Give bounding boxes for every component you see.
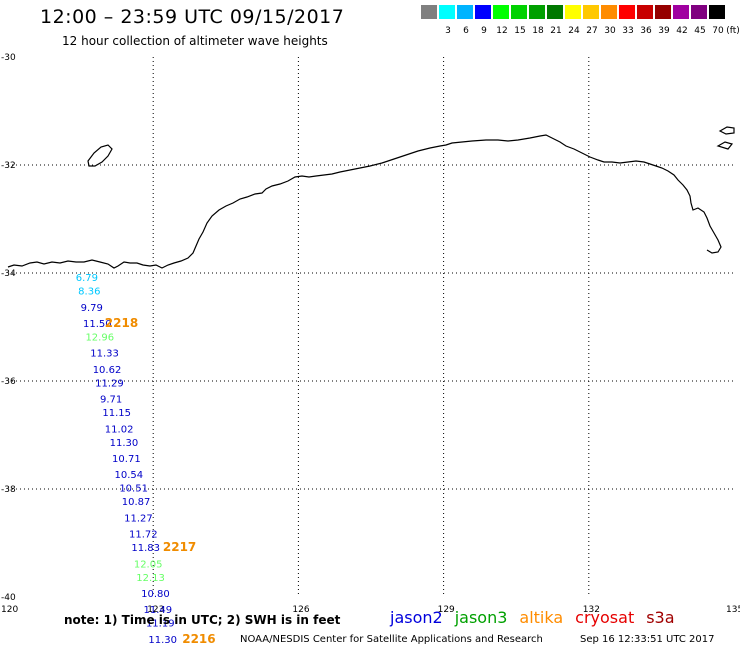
pass-time-label: 2216 <box>182 632 215 646</box>
legend-swatch <box>457 5 473 19</box>
lat-tick-label: -30 <box>1 53 16 63</box>
island-east <box>718 126 735 135</box>
legend-swatch <box>691 5 707 19</box>
generation-timestamp: Sep 16 12:33:51 UTC 2017 <box>580 634 715 645</box>
wave-height-value: 11.02 <box>105 424 134 435</box>
pass-label-layer: 2218 2217 2216 <box>105 316 216 646</box>
legend-swatch-label: 33 <box>622 26 634 36</box>
wave-height-value: 11.30 <box>110 438 139 449</box>
wave-height-value: 11.15 <box>102 408 131 419</box>
map-title: 12:00 – 23:59 UTC 09/15/2017 <box>40 6 345 28</box>
legend-swatch <box>637 5 653 19</box>
legend-swatch-label: 42 <box>676 26 688 36</box>
credit-line: NOAA/NESDIS Center for Satellite Applica… <box>240 634 543 645</box>
satellite-label: s3a <box>646 608 675 627</box>
legend-swatch <box>565 5 581 19</box>
legend-swatch-label: 24 <box>568 26 580 36</box>
lon-tick-label: 126 <box>292 605 309 615</box>
lat-tick-label: -38 <box>1 485 16 495</box>
coastline-layer <box>7 126 735 269</box>
lat-tick-label: -34 <box>1 269 16 279</box>
legend-swatch-label: 36 <box>640 26 652 36</box>
wave-height-value: 8.36 <box>78 287 100 298</box>
lat-tick-label: -36 <box>1 377 16 387</box>
satellite-label: jason3 <box>454 608 508 627</box>
legend-swatch <box>511 5 527 19</box>
graticule: 120 123 126 129 132 135 -30 -32 -34 -36 -38 -40 <box>1 53 740 615</box>
wave-height-value: 10.71 <box>112 454 141 465</box>
wave-height-value: 10.51 <box>119 484 148 495</box>
legend-swatch <box>619 5 635 19</box>
legend-swatch-label: 3 <box>445 26 451 36</box>
legend-swatch <box>421 5 437 19</box>
legend-swatch-label: 30 <box>604 26 616 36</box>
wave-height-value: 10.80 <box>141 589 170 600</box>
wave-height-value: 11.30 <box>148 635 177 646</box>
wave-height-value: 11.49 <box>144 605 173 616</box>
wave-height-value: 6.79 <box>76 273 98 284</box>
wave-height-value: 10.62 <box>93 365 122 376</box>
wave-height-value: 12.13 <box>136 573 165 584</box>
footer-note: note: 1) Time is in UTC; 2) SWH is in fe… <box>64 613 341 627</box>
legend-swatch <box>439 5 455 19</box>
island-east-2 <box>716 141 734 150</box>
wave-height-value: 12.05 <box>134 559 163 570</box>
wave-height-value: 11.72 <box>129 530 158 541</box>
legend-swatch <box>673 5 689 19</box>
legend-swatch <box>655 5 671 19</box>
wave-height-value: 9.79 <box>81 303 103 314</box>
legend-swatch-label: 12 <box>496 26 508 36</box>
satellite-label: altika <box>519 608 564 627</box>
wave-height-value: 10.54 <box>114 470 143 481</box>
legend-swatch <box>601 5 617 19</box>
legend-swatch-label: 18 <box>532 26 544 36</box>
lon-tick-label: 132 <box>583 605 600 615</box>
lon-tick-label: 120 <box>1 605 18 615</box>
lat-tick-label: -40 <box>1 593 16 603</box>
satellite-legend: jason2 jason3 altika cryosat s3a <box>390 608 687 627</box>
legend-swatch-label: 15 <box>514 26 526 36</box>
legend-swatch <box>529 5 545 19</box>
lon-tick-label: 135 <box>726 605 740 615</box>
australia-south-coast <box>7 134 722 269</box>
wave-height-value: 11.50 <box>83 319 112 330</box>
pass-time-label: 2218 <box>105 316 138 330</box>
wave-height-value: 11.27 <box>124 513 153 524</box>
legend-swatch-label: 21 <box>550 26 562 36</box>
legend-swatch-label: 27 <box>586 26 598 36</box>
legend-swatch-label: 70 <box>712 26 724 36</box>
satellite-label: jason2 <box>390 608 443 627</box>
island-west <box>87 144 113 167</box>
legend-swatch-label: 9 <box>481 26 487 36</box>
lat-tick-label: -32 <box>1 161 16 171</box>
legend-swatch <box>493 5 509 19</box>
wave-height-value: 10.87 <box>122 497 151 508</box>
lon-tick-label: 129 <box>438 605 455 615</box>
wave-height-value: 12.96 <box>85 333 114 344</box>
legend-swatch <box>709 5 725 19</box>
legend-swatch <box>475 5 491 19</box>
wave-height-value: 11.29 <box>95 378 124 389</box>
legend-swatch <box>583 5 599 19</box>
legend-swatch-label: 39 <box>658 26 670 36</box>
legend-unit: (ft) <box>726 26 740 36</box>
pass-time-label: 2217 <box>163 540 196 554</box>
wave-height-value: 11.33 <box>90 349 119 360</box>
wave-height-value: 9.71 <box>100 395 122 406</box>
legend-swatch-label: 6 <box>463 26 469 36</box>
legend-swatch-label: 45 <box>694 26 706 36</box>
legend-swatch <box>547 5 563 19</box>
satellite-label: cryosat <box>575 608 635 627</box>
lon-tick-label: 123 <box>147 605 164 615</box>
wave-height-value: 11.83 <box>131 543 160 554</box>
observation-layer: 6.79 8.36 9.79 11.50 12.96 11.33 10.62 11.29 9.7… <box>76 273 177 646</box>
map-subtitle: 12 hour collection of altimeter wave hei… <box>62 34 328 48</box>
wave-height-value: 11.19 <box>146 619 175 630</box>
